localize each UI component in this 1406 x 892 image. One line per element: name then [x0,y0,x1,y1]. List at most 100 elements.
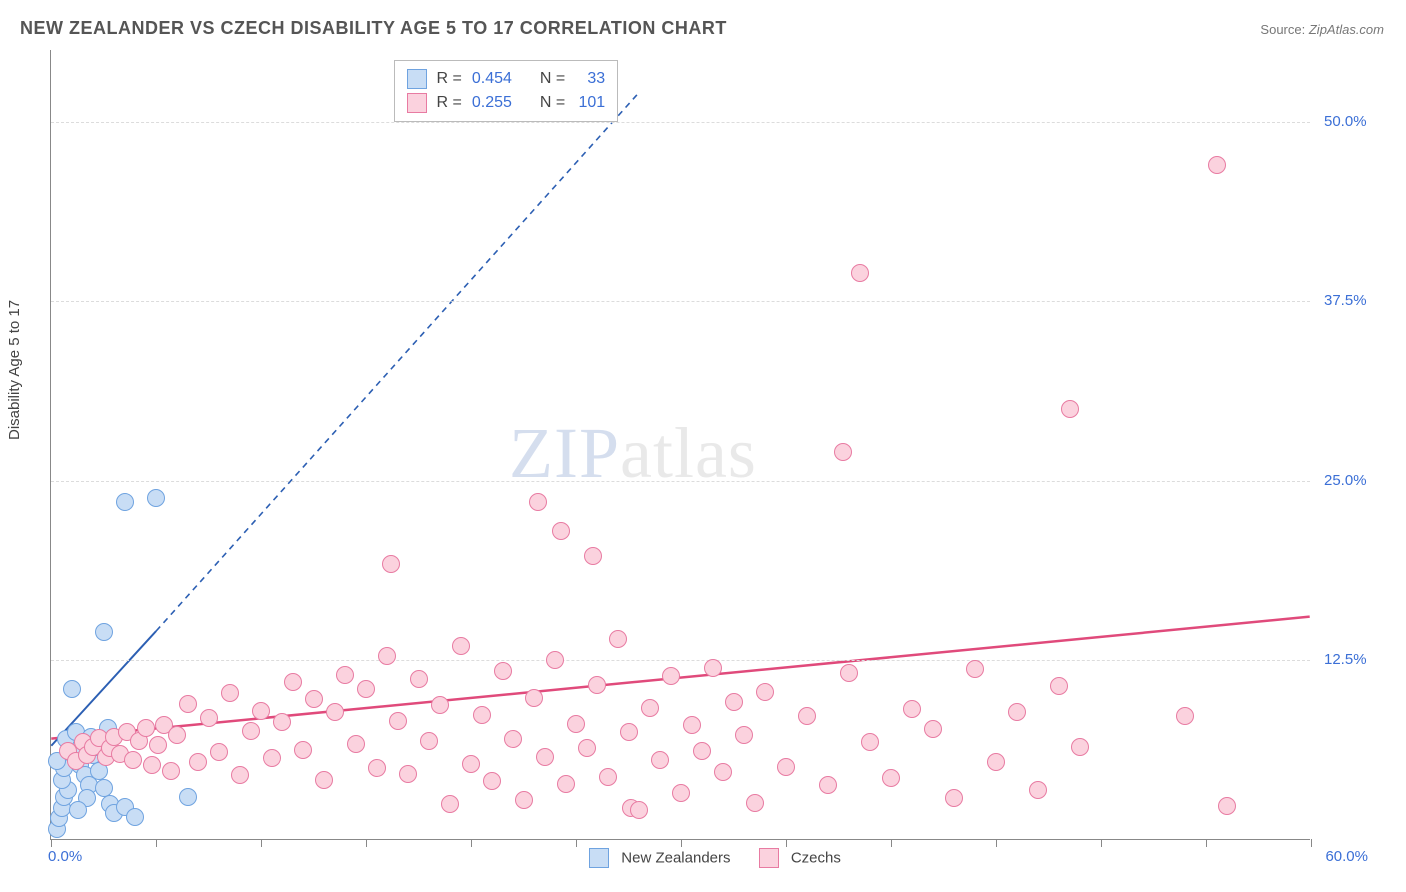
legend-r-label: R = [437,91,462,115]
data-point [179,788,197,806]
y-tick-label: 50.0% [1324,113,1367,130]
data-point [735,726,753,744]
data-point [1176,707,1194,725]
data-point [1071,738,1089,756]
data-point [567,715,585,733]
data-point [137,719,155,737]
data-point [798,707,816,725]
data-point [662,667,680,685]
data-point [1218,797,1236,815]
data-point [840,664,858,682]
trend-lines-layer [51,50,1310,839]
x-tick [471,839,472,847]
data-point [473,706,491,724]
data-point [189,753,207,771]
data-point [382,555,400,573]
data-point [420,732,438,750]
data-point [584,547,602,565]
data-point [242,722,260,740]
data-point [746,794,764,812]
data-point [536,748,554,766]
legend-r-value: 0.454 [472,67,530,91]
data-point [147,489,165,507]
data-point [1029,781,1047,799]
trend-line [51,617,1309,739]
data-point [714,763,732,781]
data-point [357,680,375,698]
legend-swatch [407,93,427,113]
data-point [546,651,564,669]
scatter-plot-area: ZIPatlas R =0.454N =33R =0.255N =101 [50,50,1310,840]
data-point [124,751,142,769]
data-point [504,730,522,748]
data-point [588,676,606,694]
data-point [221,684,239,702]
data-point [200,709,218,727]
data-point [945,789,963,807]
y-tick-label: 12.5% [1324,651,1367,668]
data-point [63,680,81,698]
gridline [51,660,1310,661]
data-point [149,736,167,754]
data-point [515,791,533,809]
x-tick [51,839,52,847]
data-point [693,742,711,760]
data-point [578,739,596,757]
data-point [987,753,1005,771]
x-tick [681,839,682,847]
data-point [903,700,921,718]
data-point [599,768,617,786]
data-point [1008,703,1026,721]
x-tick [891,839,892,847]
data-point [834,443,852,461]
source-attribution: Source: ZipAtlas.com [1260,22,1384,37]
data-point [552,522,570,540]
data-point [305,690,323,708]
data-point [284,673,302,691]
source-value: ZipAtlas.com [1309,22,1384,37]
data-point [1050,677,1068,695]
gridline [51,481,1310,482]
trend-line [156,93,638,631]
x-tick [1311,839,1312,847]
x-tick [261,839,262,847]
legend-n-label: N = [540,67,565,91]
data-point [1208,156,1226,174]
data-point [347,735,365,753]
data-point [882,769,900,787]
source-label: Source: [1260,22,1305,37]
legend-swatch-nz [589,848,609,868]
x-tick [1101,839,1102,847]
data-point [231,766,249,784]
legend-swatch [407,69,427,89]
x-tick [1206,839,1207,847]
data-point [924,720,942,738]
series-legend: New Zealanders Czechs [0,848,1406,868]
data-point [162,762,180,780]
data-point [69,801,87,819]
data-point [431,696,449,714]
y-tick-label: 25.0% [1324,472,1367,489]
data-point [252,702,270,720]
data-point [819,776,837,794]
legend-r-value: 0.255 [472,91,530,115]
data-point [641,699,659,717]
data-point [378,647,396,665]
data-point [126,808,144,826]
data-point [620,723,638,741]
data-point [462,755,480,773]
x-tick [996,839,997,847]
data-point [95,623,113,641]
legend-label-cz: Czechs [791,850,841,867]
data-point [389,712,407,730]
data-point [143,756,161,774]
data-point [368,759,386,777]
x-tick [156,839,157,847]
legend-swatch-cz [759,848,779,868]
data-point [557,775,575,793]
legend-r-label: R = [437,67,462,91]
data-point [483,772,501,790]
data-point [725,693,743,711]
data-point [210,743,228,761]
chart-title: NEW ZEALANDER VS CZECH DISABILITY AGE 5 … [20,18,727,39]
